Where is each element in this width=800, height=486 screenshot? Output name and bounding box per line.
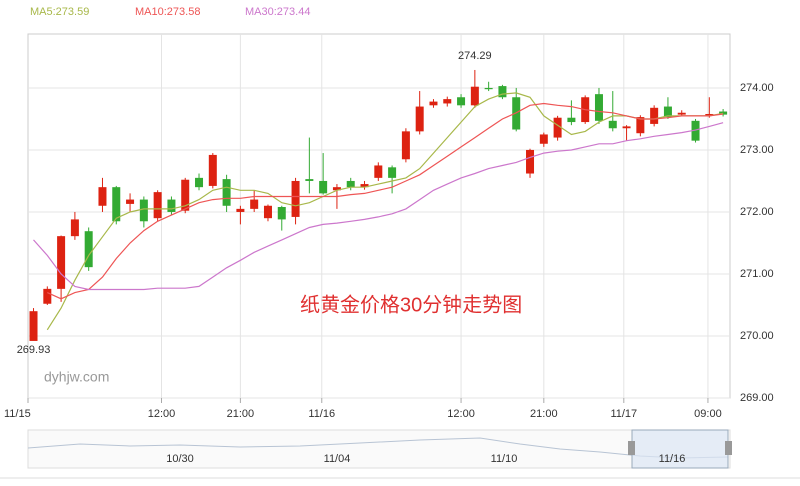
chart-title: 纸黄金价格30分钟走势图 — [300, 293, 522, 316]
candle-body — [360, 184, 369, 188]
candle-body — [57, 236, 66, 289]
candle-body — [719, 111, 728, 115]
candle-body — [43, 288, 52, 304]
candle-body — [443, 99, 452, 104]
navigator-label: 11/16 — [659, 453, 686, 465]
candle-body — [650, 107, 659, 124]
watermark: dyhjw.com — [44, 369, 109, 385]
x-tick-label: 09:00 — [694, 408, 722, 420]
candle-body — [691, 120, 700, 141]
ma-line — [46, 92, 724, 331]
candle-body — [567, 117, 576, 123]
x-tick-label: 21:00 — [530, 408, 558, 420]
candle-body — [126, 199, 135, 204]
x-tick-label: 11/17 — [610, 408, 637, 420]
candle-body — [539, 134, 548, 144]
plot-frame — [27, 33, 731, 399]
candle-body — [153, 192, 162, 219]
candle-body — [195, 177, 204, 188]
candle-body — [84, 231, 93, 268]
candle-body — [346, 180, 355, 188]
candle-body — [332, 187, 341, 191]
candle-body — [498, 86, 507, 98]
candle-body — [139, 199, 148, 222]
x-tick-label: 11/15 — [4, 408, 31, 420]
candle-body — [705, 113, 714, 116]
x-tick-label: 12:00 — [447, 408, 475, 420]
candle-body — [484, 87, 493, 90]
candle-body — [677, 112, 686, 115]
candle-body — [181, 179, 190, 211]
candle-body — [663, 106, 672, 118]
candle-body — [388, 167, 397, 178]
navigator-handle[interactable] — [628, 441, 635, 455]
y-tick-label: 274.00 — [740, 82, 774, 94]
candle-body — [236, 208, 245, 212]
legend-entry: MA10:273.58 — [135, 6, 200, 18]
candle-body — [167, 199, 176, 212]
y-tick-label: 269.00 — [740, 392, 774, 404]
y-tick-label: 271.00 — [740, 268, 774, 280]
x-tick-label: 12:00 — [148, 408, 176, 420]
candle-body — [112, 187, 121, 222]
candle-body — [319, 180, 328, 194]
legend-entry: MA5:273.59 — [30, 6, 89, 18]
candle-body — [594, 94, 603, 121]
candle-body — [70, 219, 79, 237]
navigator — [0, 429, 800, 479]
candle-body — [622, 126, 631, 129]
candle-body — [553, 117, 562, 138]
candle-body — [208, 154, 217, 186]
candle-body — [305, 179, 314, 181]
candle-body — [457, 97, 466, 106]
y-tick-label: 273.00 — [740, 144, 774, 156]
candle-body — [291, 180, 300, 217]
candle-body — [636, 117, 645, 134]
navigator-selection[interactable] — [631, 429, 729, 469]
navigator-frame — [27, 429, 731, 469]
low-annotation: 269.93 — [17, 344, 51, 356]
candle-body — [470, 86, 479, 106]
candle-body — [222, 179, 231, 206]
candle-body — [263, 205, 272, 219]
y-tick-label: 272.00 — [740, 206, 774, 218]
navigator-label: 10/30 — [166, 453, 194, 465]
candle-body — [526, 149, 535, 174]
candle-body — [250, 199, 259, 209]
candle-body — [277, 207, 286, 220]
high-annotation: 274.29 — [458, 50, 492, 62]
candle-body — [415, 106, 424, 132]
ma-line — [33, 122, 724, 291]
navigator-line — [27, 437, 729, 459]
candle-body — [374, 165, 383, 178]
legend-entry: MA30:273.44 — [245, 6, 310, 18]
x-tick-label: 11/16 — [308, 408, 335, 420]
ma-line — [47, 102, 724, 300]
candle-body — [608, 120, 617, 129]
candle-body — [401, 131, 410, 160]
candle-body — [429, 101, 438, 106]
navigator-label: 11/04 — [324, 453, 351, 465]
x-tick-label: 21:00 — [227, 408, 255, 420]
y-tick-label: 270.00 — [740, 330, 774, 342]
navigator-label: 11/10 — [491, 453, 518, 465]
navigator-handle[interactable] — [725, 441, 732, 455]
candle-body — [29, 311, 38, 341]
candle-body — [98, 187, 107, 206]
